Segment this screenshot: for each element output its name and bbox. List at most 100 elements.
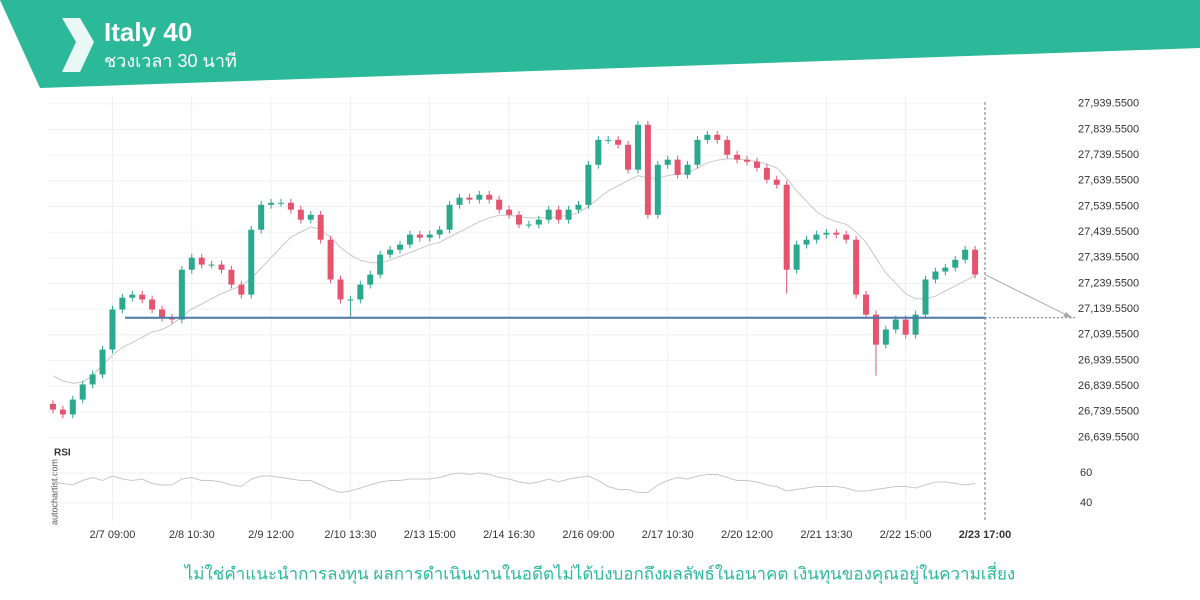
- x-tick-label: 2/13 15:00: [404, 529, 456, 541]
- candle-body: [149, 299, 156, 310]
- y-tick-label: 27,639.5500: [1078, 175, 1139, 187]
- candle-body: [922, 279, 929, 315]
- x-tick-label: 2/7 09:00: [90, 529, 136, 541]
- y-tick-label: 27,339.5500: [1078, 252, 1139, 264]
- header-band: [0, 0, 1200, 88]
- candle-body: [159, 309, 166, 318]
- candle-body: [258, 204, 265, 230]
- candle-body: [555, 209, 562, 220]
- candle-body: [753, 161, 760, 168]
- y-tick-label: 26,639.5500: [1078, 431, 1139, 443]
- candle-body: [813, 234, 820, 240]
- candle-body: [119, 297, 126, 310]
- candle-body: [565, 209, 572, 220]
- candle-body: [496, 199, 503, 210]
- candle-body: [952, 259, 959, 268]
- disclaimer: ไม่ใช่คำแนะนำการลงทุน ผลการดำเนินงานในอด…: [183, 561, 1015, 584]
- y-tick-label: 27,839.5500: [1078, 123, 1139, 135]
- candle-body: [783, 184, 790, 270]
- forecast-arrowhead: [1063, 311, 1072, 318]
- candle-body: [406, 234, 413, 245]
- x-tick-label: 2/17 10:30: [642, 529, 694, 541]
- candle-body: [188, 257, 195, 270]
- candle-body: [446, 204, 453, 230]
- candle-body: [79, 384, 86, 400]
- candle-body: [59, 409, 66, 415]
- candle-body: [287, 202, 294, 210]
- candle-body: [972, 249, 979, 275]
- candle-body: [198, 257, 205, 265]
- candle-body: [962, 249, 969, 260]
- candle-body: [49, 403, 56, 410]
- x-tick-label: 2/23 17:00: [959, 529, 1012, 541]
- chart-title: Italy 40: [104, 17, 192, 47]
- candle-body: [773, 179, 780, 185]
- candle-body: [178, 269, 185, 320]
- candle-body: [684, 164, 691, 175]
- candle-body: [734, 154, 741, 160]
- candle-body: [882, 329, 889, 345]
- y-tick-label: 27,039.5500: [1078, 329, 1139, 341]
- candle-body: [99, 349, 106, 375]
- candle-body: [208, 264, 215, 266]
- moving-average: [52, 158, 976, 384]
- candle-body: [872, 314, 879, 345]
- candle-body: [714, 134, 721, 140]
- candle-body: [228, 269, 235, 285]
- x-tick-label: 2/10 13:30: [324, 529, 376, 541]
- chart-subtitle: ชวงเวลา 30 นาที: [104, 51, 237, 71]
- candle-body: [337, 279, 344, 300]
- candle-body: [515, 214, 522, 225]
- candle-body: [109, 309, 116, 350]
- x-tick-label: 2/21 13:30: [800, 529, 852, 541]
- x-tick-label: 2/9 12:00: [248, 529, 294, 541]
- candle-body: [625, 144, 632, 170]
- candle-body: [843, 234, 850, 240]
- y-tick-label: 26,839.5500: [1078, 380, 1139, 392]
- candle-body: [357, 284, 364, 300]
- candle-body: [218, 264, 225, 270]
- x-tick-label: 2/20 12:00: [721, 529, 773, 541]
- logo: [62, 18, 94, 72]
- candle-body: [664, 159, 671, 165]
- rsi-label: RSI: [54, 448, 71, 459]
- candle-body: [506, 209, 513, 215]
- candle-body: [694, 139, 701, 165]
- candle-body: [297, 209, 304, 220]
- candle-body: [595, 139, 602, 165]
- candle-body: [416, 234, 423, 238]
- candle-body: [902, 319, 909, 335]
- candle-body: [396, 244, 403, 250]
- candle-body: [139, 294, 146, 300]
- candle-body: [129, 294, 136, 298]
- candle-body: [863, 294, 870, 315]
- candle-body: [724, 139, 731, 155]
- watermark: autochartist.com: [49, 459, 59, 525]
- candle-body: [466, 197, 473, 200]
- candle-body: [942, 267, 949, 272]
- candle-body: [69, 399, 76, 415]
- candle-body: [704, 134, 711, 140]
- x-tick-label: 2/8 10:30: [169, 529, 215, 541]
- candle-body: [525, 224, 532, 226]
- candle-body: [585, 164, 592, 205]
- candle-body: [545, 209, 552, 220]
- y-tick-label: 27,539.5500: [1078, 200, 1139, 212]
- candle-body: [377, 254, 384, 275]
- candle-body: [892, 319, 899, 330]
- candle-body: [803, 239, 810, 245]
- candle-body: [575, 204, 582, 210]
- x-tick-label: 2/22 15:00: [880, 529, 932, 541]
- y-tick-label: 27,139.5500: [1078, 303, 1139, 315]
- candle-body: [744, 159, 751, 162]
- candle-body: [456, 197, 463, 205]
- y-tick-label: 27,939.5500: [1078, 98, 1139, 110]
- y-tick-label: 27,239.5500: [1078, 277, 1139, 289]
- candle-body: [912, 314, 919, 335]
- candle-body: [307, 214, 314, 220]
- candle-body: [644, 124, 651, 215]
- candle-body: [486, 194, 493, 200]
- candle-body: [823, 232, 830, 235]
- candle-body: [317, 214, 324, 240]
